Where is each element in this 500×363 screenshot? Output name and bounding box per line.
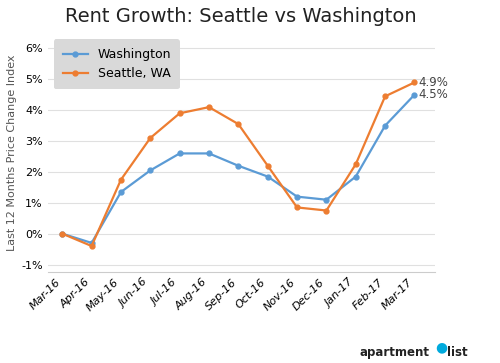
- Seattle, WA: [60, 232, 66, 236]
- Seattle, WA: [88, 244, 94, 248]
- Washington: [324, 197, 330, 202]
- Seattle, WA: [382, 94, 388, 98]
- Seattle, WA: [206, 105, 212, 109]
- Text: 4.5%: 4.5%: [418, 88, 448, 101]
- Seattle, WA: [294, 205, 300, 209]
- Washington: [206, 151, 212, 156]
- Text: list: list: [448, 346, 468, 359]
- Washington: [353, 174, 359, 179]
- Seattle, WA: [236, 122, 242, 126]
- Washington: [148, 168, 154, 172]
- Washington: [60, 232, 66, 236]
- Title: Rent Growth: Seattle vs Washington: Rent Growth: Seattle vs Washington: [66, 7, 417, 26]
- Seattle, WA: [176, 111, 182, 115]
- Legend: Washington, Seattle, WA: Washington, Seattle, WA: [54, 39, 180, 89]
- Washington: [412, 93, 418, 97]
- Seattle, WA: [412, 80, 418, 85]
- Seattle, WA: [324, 208, 330, 213]
- Text: 4.9%: 4.9%: [418, 76, 448, 89]
- Seattle, WA: [353, 162, 359, 166]
- Line: Washington: Washington: [60, 92, 417, 245]
- Washington: [176, 151, 182, 156]
- Washington: [88, 241, 94, 245]
- Seattle, WA: [264, 164, 270, 168]
- Text: ●: ●: [435, 340, 447, 354]
- Text: apartment: apartment: [360, 346, 430, 359]
- Washington: [236, 164, 242, 168]
- Seattle, WA: [118, 178, 124, 182]
- Y-axis label: Last 12 Months Price Change Index: Last 12 Months Price Change Index: [7, 54, 17, 251]
- Washington: [264, 174, 270, 179]
- Line: Seattle, WA: Seattle, WA: [60, 80, 417, 248]
- Washington: [382, 123, 388, 128]
- Seattle, WA: [148, 136, 154, 140]
- Washington: [294, 195, 300, 199]
- Washington: [118, 190, 124, 194]
